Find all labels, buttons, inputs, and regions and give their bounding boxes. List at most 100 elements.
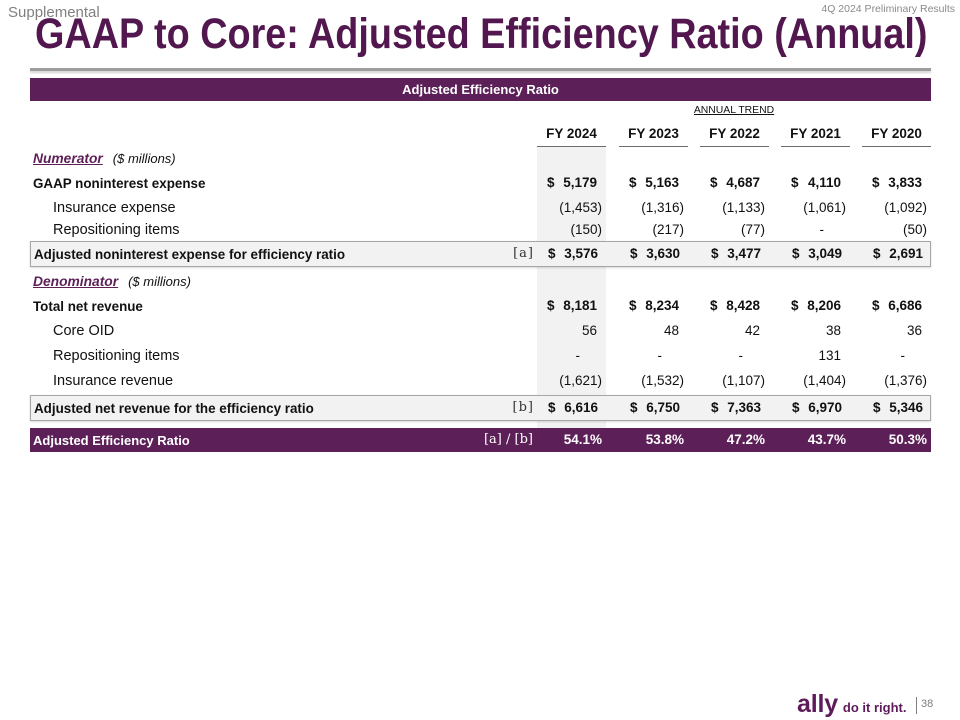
ally-logo: ally do it right. [797,690,906,718]
row-label: Adjusted Efficiency Ratio [33,432,190,448]
value-fy-2020: 36 [906,323,922,338]
column-header-underline [619,146,688,147]
value-fy-2021: $ 8,206 [791,298,841,313]
value-fy-2022: (1,107) [722,373,765,388]
current-year-column-highlight [537,147,606,428]
value-fy-2021: 38 [825,323,841,338]
row-label: Total net revenue [33,298,143,314]
column-header-underline [862,146,931,147]
value-fy-2022: $ 3,477 [711,246,761,261]
value-fy-2022: $ 4,687 [710,175,760,190]
row-repositioning-items: Repositioning items (150) (217) (77) - (50) [30,219,931,241]
column-header-fy-2023: FY 2023 [628,126,679,141]
annual-trend-label: ANNUAL TREND [693,105,775,116]
value-fy-2024: $ 8,181 [547,298,597,313]
row-gaap-noninterest-expense: GAAP noninterest expense $ 5,179 $ 5,163 $ … [30,171,931,195]
period-label: 4Q 2024 Preliminary Results [821,3,955,15]
value-fy-2024: 56 [581,323,597,338]
value-fy-2024: $ 5,179 [547,175,597,190]
page-number: 38 [921,698,934,710]
value-fy-2020: $ 3,833 [872,175,922,190]
row-total-net-revenue: Total net revenue $ 8,181 $ 8,234 $ 8,428 $ … [30,294,931,318]
section-title: Numerator [33,150,103,166]
value-fy-2020: $ 2,691 [873,246,923,261]
value-fy-2020: 50.3% [888,432,927,447]
row-label: Repositioning items [53,221,180,238]
section-label: Supplemental [8,4,100,21]
value-fy-2020: (50) [902,222,927,237]
row-label: Adjusted noninterest expense for efficie… [34,246,346,262]
value-fy-2023: 53.8% [645,432,684,447]
value-fy-2022: (1,133) [722,200,765,215]
section-unit-note: ($ millions) [128,273,191,289]
row-adjusted-net-revenue-for-the-efficiency-ratio: Adjusted net revenue for the efficiency … [30,395,931,421]
row-label: Core OID [53,322,115,339]
page-title: GAAP to Core: Adjusted Efficiency Ratio … [35,10,928,58]
row-reference: [a] / [b] [483,432,533,447]
value-fy-2021: $ 3,049 [792,246,842,261]
section-title: Denominator [33,273,119,289]
value-fy-2024: $ 3,576 [548,246,598,261]
row-label: GAAP noninterest expense [33,175,206,191]
row-core-oid: Core OID 56 48 42 38 36 [30,319,931,343]
value-fy-2020: $ 5,346 [873,400,923,415]
value-fy-2020: $ 6,686 [872,298,922,313]
column-header-underline [537,146,606,147]
value-fy-2022: - [738,348,744,363]
table-banner: Adjusted Efficiency Ratio [30,78,931,101]
value-fy-2021: - [819,222,825,237]
value-fy-2024: - [575,348,581,363]
value-fy-2023: (217) [652,222,684,237]
row-reference: [b] [512,400,534,415]
row-numerator: Numerator ($ millions) [30,147,931,169]
value-fy-2024: (150) [570,222,602,237]
value-fy-2020: - [900,348,906,363]
value-fy-2022: (77) [740,222,765,237]
value-fy-2022: $ 8,428 [710,298,760,313]
row-adjusted-efficiency-ratio: Adjusted Efficiency Ratio [a] / [b] 54.1% 5… [30,428,931,452]
value-fy-2023: - [657,348,663,363]
value-fy-2021: $ 4,110 [791,175,841,190]
value-fy-2022: 42 [744,323,760,338]
value-fy-2024: (1,621) [559,373,602,388]
row-denominator: Denominator ($ millions) [30,270,931,292]
value-fy-2023: $ 3,630 [630,246,680,261]
value-fy-2021: $ 6,970 [792,400,842,415]
row-label: Insurance revenue [53,372,174,389]
column-header-underline [700,146,769,147]
annual-trend-heading: ANNUAL TREND [537,104,931,117]
value-fy-2024: 54.1% [563,432,602,447]
title-divider [30,68,931,71]
section-unit-note: ($ millions) [112,150,176,166]
logo-tagline: do it right. [842,700,907,715]
value-fy-2024: (1,453) [559,200,602,215]
row-label: Adjusted net revenue for the efficiency … [34,400,314,416]
row-insurance-revenue: Insurance revenue (1,621) (1,532) (1,107) (1… [30,369,931,393]
value-fy-2022: 47.2% [726,432,765,447]
value-fy-2020: (1,092) [884,200,927,215]
row-reference: [a] [513,246,534,261]
column-header-fy-2022: FY 2022 [709,126,760,141]
column-header-fy-2021: FY 2021 [790,126,841,141]
column-header-fy-2020: FY 2020 [871,126,922,141]
row-label: Insurance expense [53,199,176,216]
footer-divider [916,697,917,714]
value-fy-2022: $ 7,363 [711,400,761,415]
value-fy-2023: $ 6,750 [630,400,680,415]
row-insurance-expense: Insurance expense (1,453) (1,316) (1,133) (1… [30,196,931,220]
column-header-fy-2024: FY 2024 [546,126,597,141]
column-header-underline [781,146,850,147]
value-fy-2023: (1,532) [641,373,684,388]
value-fy-2023: $ 5,163 [629,175,679,190]
logo-wordmark: ally [797,690,838,718]
value-fy-2023: $ 8,234 [629,298,679,313]
row-label: Repositioning items [53,347,180,364]
row-repositioning-items: Repositioning items - - - 131 - [30,344,931,368]
value-fy-2023: (1,316) [641,200,684,215]
value-fy-2024: $ 6,616 [548,400,598,415]
value-fy-2020: (1,376) [884,373,927,388]
value-fy-2023: 48 [663,323,679,338]
value-fy-2021: (1,061) [803,200,846,215]
value-fy-2021: (1,404) [803,373,846,388]
